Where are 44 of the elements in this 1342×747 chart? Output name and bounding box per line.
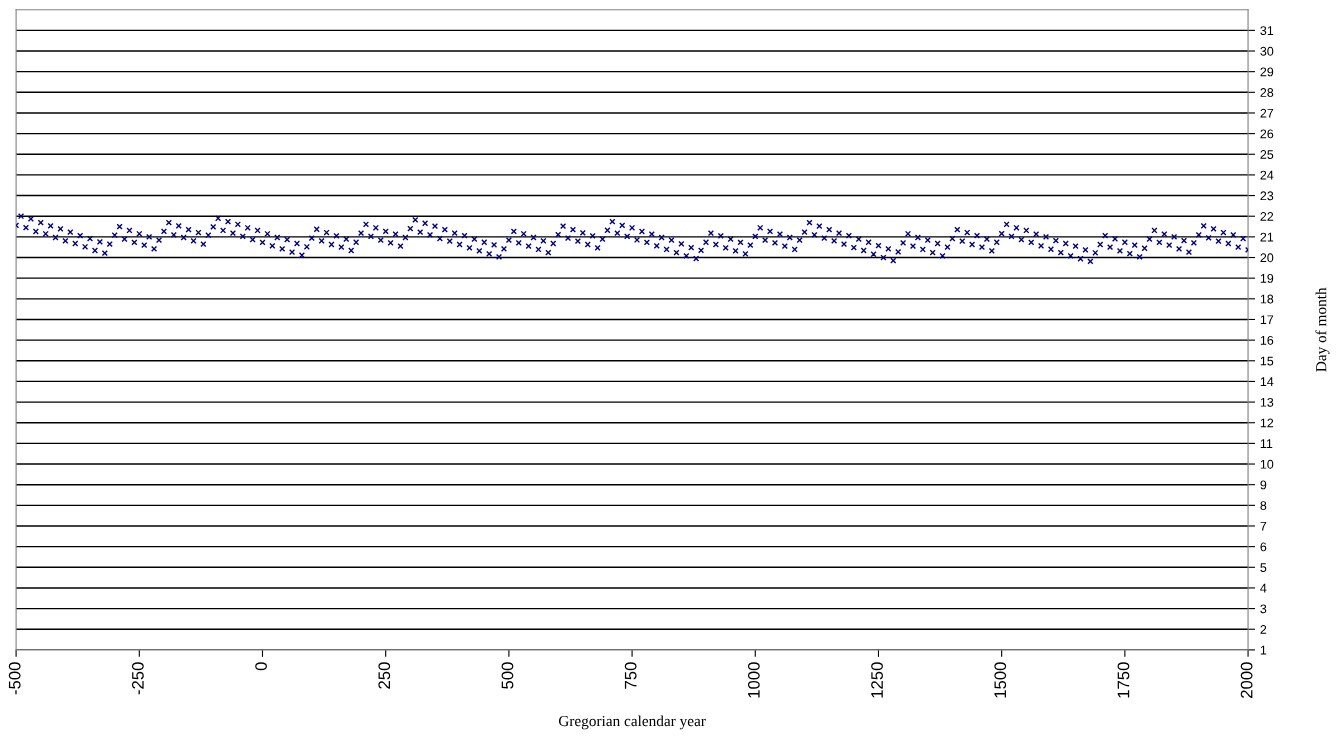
y-tick-label: 1 — [1260, 645, 1267, 655]
y-tick-label: 16 — [1260, 335, 1274, 345]
y-tick-label: 27 — [1260, 108, 1274, 118]
x-tick-label: 500 — [501, 662, 514, 689]
x-tick-label: 0 — [255, 662, 267, 671]
y-tick-label: 25 — [1260, 150, 1274, 159]
y-tick-label: 21 — [1260, 232, 1274, 242]
x-tick-label: 1750 — [1117, 662, 1130, 698]
y-tick-label: 19 — [1260, 273, 1274, 283]
y-tick-label: 30 — [1260, 46, 1274, 56]
y-tick-label: 17 — [1260, 315, 1274, 324]
x-tick-label: 1000 — [747, 662, 760, 698]
x-tick-label: 2000 — [1240, 662, 1253, 698]
y-tick-label: 15 — [1260, 356, 1274, 366]
x-tick-label: 750 — [624, 662, 637, 689]
y-tick-label: 9 — [1260, 480, 1267, 490]
y-tick-label: 8 — [1260, 501, 1267, 510]
y-tick-label: 18 — [1260, 294, 1274, 304]
x-tick-label: 1250 — [871, 662, 883, 698]
y-tick-label: 4 — [1260, 583, 1267, 593]
x-tick-label: -250 — [131, 662, 144, 695]
y-tick-label: 31 — [1260, 26, 1274, 36]
y-tick-label: 28 — [1260, 88, 1274, 97]
y-tick-label: 7 — [1260, 521, 1267, 531]
y-tick-label: 12 — [1260, 418, 1274, 428]
x-tick-label: -500 — [8, 662, 21, 695]
y-tick-label: 20 — [1260, 253, 1274, 263]
y-tick-label: 11 — [1260, 439, 1273, 448]
y-tick-label: 13 — [1260, 397, 1274, 407]
y-tick-label: 2 — [1260, 625, 1267, 634]
y-tick-label: 23 — [1260, 191, 1274, 201]
y-tick-label: 14 — [1260, 377, 1274, 386]
y-tick-label: 10 — [1260, 459, 1274, 469]
y-tick-label: 26 — [1260, 129, 1274, 139]
x-tick-label: 250 — [378, 662, 391, 689]
y-tick-label: 5 — [1260, 563, 1267, 572]
y-tick-label: 3 — [1260, 604, 1267, 614]
y-tick-label: 6 — [1260, 542, 1267, 552]
y-axis-title: Day of month — [1315, 287, 1330, 372]
x-tick-label: 1500 — [994, 662, 1007, 698]
y-tick-label: 29 — [1260, 67, 1274, 77]
x-axis-title: Gregorian calendar year — [558, 715, 706, 730]
y-tick-label: 22 — [1260, 212, 1274, 221]
y-tick-label: 24 — [1260, 170, 1274, 180]
